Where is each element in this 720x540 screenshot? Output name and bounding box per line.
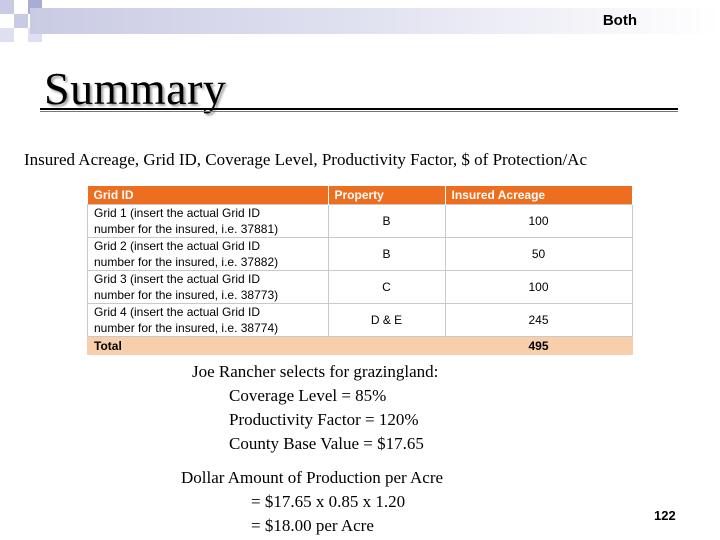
header-grid-id: Grid ID [87, 186, 329, 205]
property-cell: C [327, 270, 446, 304]
rancher-selection: Joe Rancher selects for grazingland: Cov… [192, 360, 438, 456]
property-cell: B [327, 204, 446, 238]
acreage-cell: 245 [444, 303, 633, 337]
dollar-calculation: Dollar Amount of Production per Acre = $… [181, 466, 443, 538]
total-acreage: 495 [444, 336, 633, 355]
total-property-empty [327, 336, 446, 355]
productivity-factor: Productivity Factor = 120% [229, 410, 419, 429]
grid-table: Grid ID Property Insured Acreage Grid 1 … [87, 186, 633, 355]
table-row: Grid 4 (insert the actual Grid ID number … [87, 303, 633, 337]
total-row: Total 495 [87, 336, 633, 355]
acreage-cell: 50 [444, 237, 633, 271]
page-number: 122 [654, 508, 676, 523]
coverage-level: Coverage Level = 85% [229, 386, 387, 405]
page-title: Summary [44, 63, 227, 114]
acreage-cell: 100 [444, 204, 633, 238]
property-cell: D & E [327, 303, 446, 337]
calculation-line-1: = $17.65 x 0.85 x 1.20 [251, 492, 406, 511]
grid-id-cell: Grid 1 (insert the actual Grid ID number … [87, 204, 329, 238]
title-underline [40, 108, 678, 110]
calculation-line-2: = $18.00 per Acre [251, 516, 374, 535]
grid-id-cell: Grid 3 (insert the actual Grid ID number … [87, 270, 329, 304]
calculation-heading: Dollar Amount of Production per Acre [181, 468, 444, 487]
property-cell: B [327, 237, 446, 271]
subtitle: Insured Acreage, Grid ID, Coverage Level… [24, 150, 587, 169]
total-label: Total [87, 336, 329, 355]
table-row: Grid 3 (insert the actual Grid ID number … [87, 270, 633, 304]
table-row: Grid 2 (insert the actual Grid ID number … [87, 237, 633, 271]
header-tag: Both [602, 12, 637, 29]
title-underline-shadow [40, 111, 678, 112]
header-insured-acreage: Insured Acreage [445, 186, 633, 205]
county-base-value: County Base Value = $17.65 [229, 434, 424, 453]
top-bar [30, 8, 720, 34]
table-row: Grid 1 (insert the actual Grid ID number … [87, 204, 633, 238]
header-property: Property [328, 186, 446, 205]
table-header-row: Grid ID Property Insured Acreage [87, 186, 633, 205]
rancher-intro: Joe Rancher selects for grazingland: [192, 362, 439, 381]
acreage-cell: 100 [444, 270, 633, 304]
grid-id-cell: Grid 4 (insert the actual Grid ID number … [87, 303, 329, 337]
grid-id-cell: Grid 2 (insert the actual Grid ID number … [87, 237, 329, 271]
